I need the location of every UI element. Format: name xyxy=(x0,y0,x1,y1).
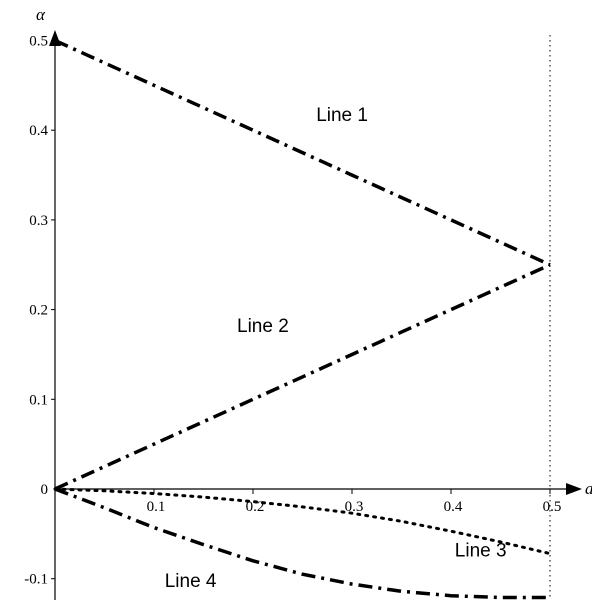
ticks: 0.5 0.4 0.3 0.2 0.1 0 -0.1 0.1 0.2 0.3 0.4 0.5 xyxy=(24,34,561,588)
x-axis-arrow xyxy=(566,483,582,495)
y-tick-label: 0.5 xyxy=(29,34,48,50)
y-tick-label: -0.1 xyxy=(24,572,48,588)
series-label-2: Line 2 xyxy=(237,316,289,337)
axes: αa xyxy=(36,5,592,600)
series-line-2 xyxy=(54,263,551,491)
x-tick-label: 0.4 xyxy=(444,499,463,515)
series-label-3: Line 3 xyxy=(455,540,507,561)
series-line-1 xyxy=(54,38,551,267)
x-tick-label: 0.5 xyxy=(543,499,562,515)
series-line-3 xyxy=(53,487,552,556)
y-axis-label: α xyxy=(36,5,46,24)
y-tick-label: 0.3 xyxy=(29,213,48,229)
series-line-4 xyxy=(54,487,550,600)
series-label-1: Line 1 xyxy=(316,105,368,126)
y-tick-label: 0 xyxy=(41,482,49,498)
y-tick-label: 0.2 xyxy=(29,303,48,319)
x-tick-label: 0.2 xyxy=(246,499,265,515)
series-label-4: Line 4 xyxy=(165,571,217,592)
x-axis-label: a xyxy=(585,479,592,498)
y-tick-label: 0.1 xyxy=(29,392,48,408)
x-tick-label: 0.3 xyxy=(345,499,364,515)
series-lines xyxy=(53,38,552,600)
y-tick-label: 0.4 xyxy=(29,123,48,139)
x-tick-label: 0.1 xyxy=(147,499,166,515)
series-labels: Line 1 Line 2 Line 3 Line 4 xyxy=(165,105,507,592)
